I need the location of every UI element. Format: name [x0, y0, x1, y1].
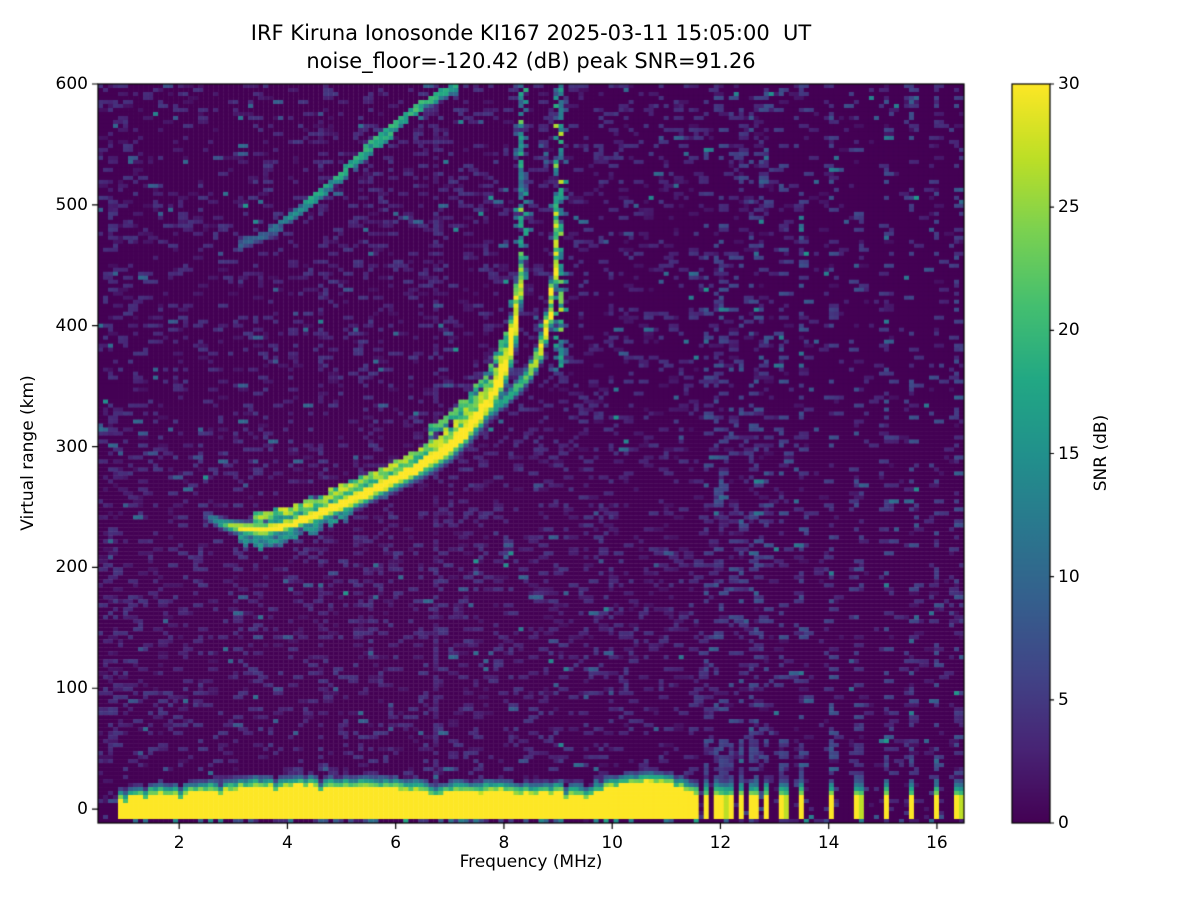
x-tick-label: 12 — [709, 833, 732, 853]
y-axis-label: Virtual range (km) — [18, 375, 38, 531]
x-tick-label: 10 — [601, 833, 623, 853]
colorbar-tick-label: 5 — [1058, 689, 1069, 710]
x-tick-label: 14 — [817, 833, 840, 853]
y-tick-label: 600 — [55, 74, 88, 94]
colorbar-tick-label: 15 — [1058, 443, 1080, 464]
chart-title: IRF Kiruna Ionosonde KI167 2025-03-11 15… — [250, 21, 812, 45]
x-tick-label: 8 — [498, 833, 510, 853]
y-tick-label: 400 — [55, 315, 88, 336]
y-tick-label: 300 — [55, 436, 88, 457]
colorbar-tick-label: 30 — [1058, 74, 1080, 94]
x-tick-label: 2 — [173, 833, 185, 853]
colorbar-tick-label: 0 — [1058, 813, 1069, 833]
colorbar-tick-label: 25 — [1058, 197, 1080, 218]
y-tick-label: 200 — [55, 557, 88, 578]
x-tick-label: 6 — [390, 833, 402, 853]
colorbar-tick-label: 10 — [1058, 566, 1080, 587]
colorbar-tick-label: 20 — [1058, 320, 1080, 341]
y-tick-label: 0 — [77, 799, 88, 820]
y-tick-label: 500 — [55, 194, 88, 215]
x-tick-label: 4 — [282, 833, 293, 853]
x-axis-label: Frequency (MHz) — [459, 852, 603, 872]
x-tick-label: 16 — [926, 833, 948, 853]
y-tick-label: 100 — [55, 678, 88, 699]
chart-subtitle: noise_floor=-120.42 (dB) peak SNR=91.26 — [306, 49, 756, 73]
